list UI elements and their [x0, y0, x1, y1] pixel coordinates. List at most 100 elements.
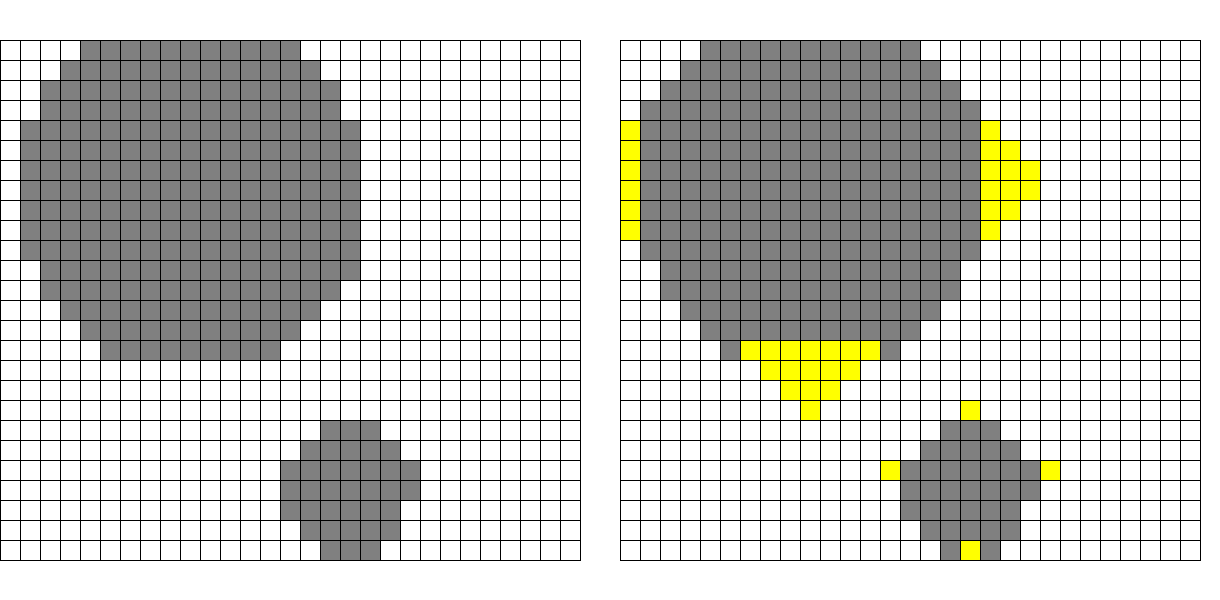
gray-cell: [40, 260, 60, 280]
gray-cell: [100, 280, 120, 300]
gray-cell: [340, 180, 360, 200]
gray-cell: [880, 240, 900, 260]
yellow-cell: [1000, 180, 1020, 200]
gray-cell: [340, 500, 360, 520]
gray-cell: [920, 460, 940, 480]
gray-cell: [20, 120, 40, 140]
gray-cell: [180, 40, 200, 60]
gray-cell: [840, 300, 860, 320]
gray-cell: [640, 240, 660, 260]
gray-cell: [980, 520, 1000, 540]
gray-cell: [760, 280, 780, 300]
gray-cell: [900, 200, 920, 220]
gray-cell: [860, 160, 880, 180]
gray-cell: [220, 340, 240, 360]
gray-cell: [860, 240, 880, 260]
gray-cell: [980, 540, 1000, 560]
gray-cell: [60, 180, 80, 200]
gray-cell: [160, 320, 180, 340]
gray-cell: [740, 280, 760, 300]
gray-cell: [120, 100, 140, 120]
gray-cell: [180, 320, 200, 340]
gray-cell: [120, 260, 140, 280]
gray-cell: [920, 500, 940, 520]
gray-cell: [940, 160, 960, 180]
gray-cell: [800, 320, 820, 340]
gray-cell: [220, 240, 240, 260]
yellow-cell: [840, 360, 860, 380]
gray-cell: [340, 260, 360, 280]
gray-cell: [980, 440, 1000, 460]
gray-cell: [120, 240, 140, 260]
gray-cell: [900, 60, 920, 80]
gray-cell: [700, 180, 720, 200]
gray-cell: [220, 320, 240, 340]
yellow-cell: [1000, 140, 1020, 160]
gray-cell: [100, 140, 120, 160]
gray-cell: [20, 220, 40, 240]
gray-cell: [200, 40, 220, 60]
gray-cell: [60, 300, 80, 320]
gray-cell: [720, 240, 740, 260]
gray-cell: [100, 60, 120, 80]
yellow-cell: [780, 380, 800, 400]
gray-cell: [900, 260, 920, 280]
gray-cell: [240, 180, 260, 200]
gray-cell: [140, 120, 160, 140]
gray-cell: [680, 220, 700, 240]
gray-cell: [320, 280, 340, 300]
gray-cell: [100, 160, 120, 180]
grid-left: [0, 40, 581, 561]
gray-cell: [920, 480, 940, 500]
gray-cell: [160, 40, 180, 60]
gray-cell: [860, 180, 880, 200]
gray-cell: [40, 220, 60, 240]
gray-cell: [380, 460, 400, 480]
gray-cell: [300, 220, 320, 240]
gray-cell: [920, 120, 940, 140]
gray-cell: [940, 280, 960, 300]
gray-cell: [720, 340, 740, 360]
gray-cell: [200, 260, 220, 280]
gray-cell: [200, 80, 220, 100]
gray-cell: [820, 160, 840, 180]
gray-cell: [940, 260, 960, 280]
gray-cell: [640, 180, 660, 200]
gray-cell: [640, 200, 660, 220]
gray-cell: [280, 160, 300, 180]
gray-cell: [340, 160, 360, 180]
yellow-cell: [980, 180, 1000, 200]
gray-cell: [680, 300, 700, 320]
gray-cell: [960, 180, 980, 200]
gray-cell: [80, 180, 100, 200]
gray-cell: [740, 200, 760, 220]
gray-cell: [900, 140, 920, 160]
gray-cell: [640, 220, 660, 240]
gray-cell: [900, 280, 920, 300]
gray-cell: [140, 200, 160, 220]
gray-cell: [280, 40, 300, 60]
gray-cell: [240, 340, 260, 360]
gray-cell: [100, 40, 120, 60]
gray-cell: [220, 280, 240, 300]
yellow-cell: [980, 140, 1000, 160]
gray-cell: [920, 440, 940, 460]
gray-cell: [880, 300, 900, 320]
gray-cell: [200, 100, 220, 120]
gray-cell: [140, 40, 160, 60]
gray-cell: [60, 140, 80, 160]
gray-cell: [220, 40, 240, 60]
gray-cell: [280, 180, 300, 200]
gray-cell: [120, 160, 140, 180]
gray-cell: [780, 160, 800, 180]
gray-cell: [760, 240, 780, 260]
gray-cell: [160, 140, 180, 160]
gray-cell: [760, 200, 780, 220]
gray-cell: [380, 440, 400, 460]
gray-cell: [840, 200, 860, 220]
gray-cell: [100, 320, 120, 340]
gray-cell: [780, 320, 800, 340]
gray-cell: [940, 480, 960, 500]
gray-cell: [140, 340, 160, 360]
gray-cell: [840, 280, 860, 300]
